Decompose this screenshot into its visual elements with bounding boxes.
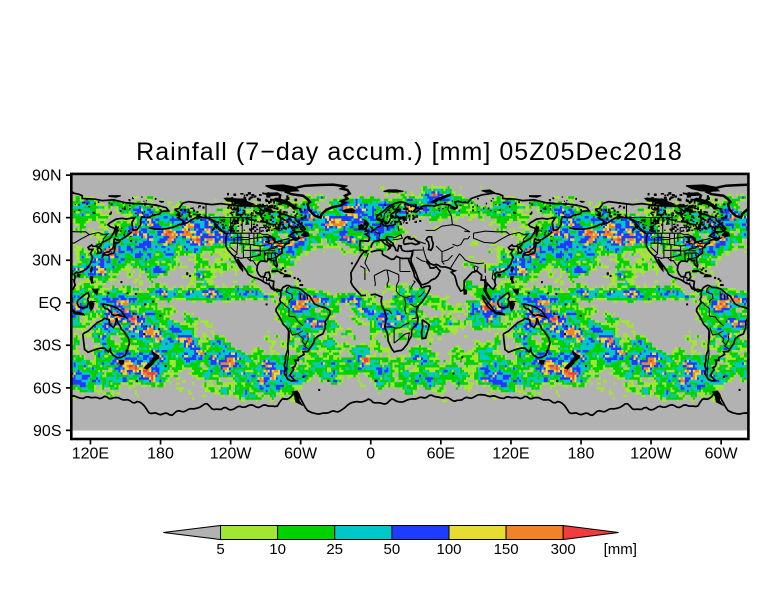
- svg-text:10: 10: [269, 541, 286, 558]
- svg-text:50: 50: [384, 541, 401, 558]
- svg-text:25: 25: [326, 541, 343, 558]
- svg-text:90N: 90N: [32, 168, 61, 185]
- svg-text:90S: 90S: [33, 423, 61, 440]
- svg-text:60W: 60W: [284, 446, 318, 463]
- svg-text:120E: 120E: [492, 446, 529, 463]
- svg-text:30S: 30S: [33, 338, 61, 355]
- svg-text:180: 180: [147, 446, 174, 463]
- svg-text:150: 150: [494, 541, 519, 558]
- svg-text:60W: 60W: [705, 446, 739, 463]
- svg-text:180: 180: [568, 446, 595, 463]
- svg-text:300: 300: [551, 541, 576, 558]
- svg-text:[mm]: [mm]: [604, 541, 637, 558]
- svg-text:60N: 60N: [32, 210, 61, 227]
- svg-text:60S: 60S: [33, 380, 61, 397]
- svg-text:120W: 120W: [630, 446, 673, 463]
- svg-text:60E: 60E: [427, 446, 455, 463]
- svg-text:5: 5: [216, 541, 224, 558]
- svg-text:120W: 120W: [210, 446, 253, 463]
- svg-text:EQ: EQ: [38, 295, 61, 312]
- svg-text:0: 0: [366, 446, 375, 463]
- svg-text:120E: 120E: [72, 446, 109, 463]
- svg-text:30N: 30N: [32, 253, 61, 270]
- svg-text:Rainfall (7−day accum.) [mm] 0: Rainfall (7−day accum.) [mm] 05Z05Dec201…: [136, 138, 683, 166]
- svg-text:100: 100: [436, 541, 461, 558]
